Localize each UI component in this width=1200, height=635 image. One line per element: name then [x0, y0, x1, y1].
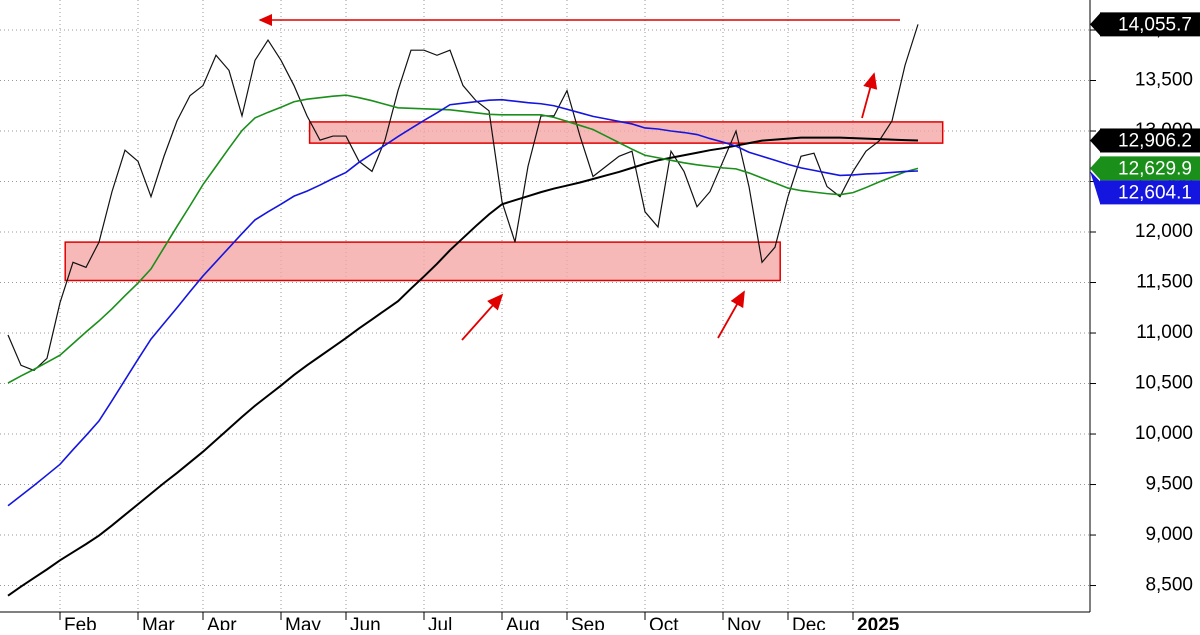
x-tick-label: May	[285, 615, 321, 630]
y-tick-label: 8,500	[1145, 575, 1193, 596]
x-tick-label: Nov	[727, 615, 761, 630]
price-tag-label: 12,604.1	[1118, 182, 1192, 203]
price-tag-pointer	[1090, 157, 1100, 180]
arrow	[861, 72, 878, 119]
x-tick-label: Jun	[350, 615, 381, 630]
y-tick-label: 11,000	[1136, 322, 1193, 343]
y-tick-label: 10,500	[1135, 373, 1193, 394]
annotations	[258, 14, 900, 341]
x-tick-label: Apr	[207, 615, 237, 630]
y-tick-label: 10,000	[1135, 423, 1193, 444]
y-tick-label: 9,000	[1145, 524, 1193, 545]
x-tick-label: Oct	[649, 615, 679, 630]
arrow	[717, 290, 745, 339]
x-tick-label: Aug	[506, 615, 540, 630]
price-tag-label: 12,906.2	[1118, 130, 1192, 151]
x-tick-label: Jul	[428, 615, 452, 630]
price-tag-pointer	[1090, 13, 1100, 36]
price-tag	[1100, 128, 1200, 153]
grid	[0, 0, 1096, 620]
arrow	[461, 293, 504, 341]
price-tag	[1100, 180, 1200, 205]
support-zone	[64, 241, 781, 282]
price-tag	[1100, 12, 1200, 37]
zones	[64, 121, 944, 282]
series-line	[7, 98, 919, 507]
y-tick-label: 12,000	[1135, 221, 1193, 242]
price-tag-label: 14,055.7	[1118, 14, 1192, 35]
price-tag-label: 12,629.9	[1118, 158, 1192, 179]
lines	[7, 24, 919, 597]
series-line	[7, 94, 919, 384]
support-zone	[308, 121, 944, 144]
labels: 8,500 9,000 9,500 10,000 10,500 11,000 11,500 1…	[64, 19, 1193, 635]
y-tick-label: 11,500	[1136, 272, 1193, 293]
price-tag	[1100, 156, 1200, 181]
x-tick-label: Dec	[792, 615, 826, 630]
series-line	[7, 136, 919, 597]
x-tick-label: Feb	[64, 615, 97, 630]
x-tick-label: Mar	[142, 615, 175, 630]
price-tags: 14,055.7 12,906.2 12,629.9 12,604.1	[1090, 12, 1200, 205]
series-line	[7, 24, 919, 372]
y-tick-label: 13,500	[1135, 70, 1193, 91]
price-tag-pointer	[1090, 129, 1100, 152]
x-tick-label: 2025	[857, 615, 900, 630]
y-tick-label: 9,500	[1145, 474, 1193, 495]
price-tag-pointer	[1090, 170, 1100, 204]
x-tick-label: Sep	[571, 615, 605, 630]
